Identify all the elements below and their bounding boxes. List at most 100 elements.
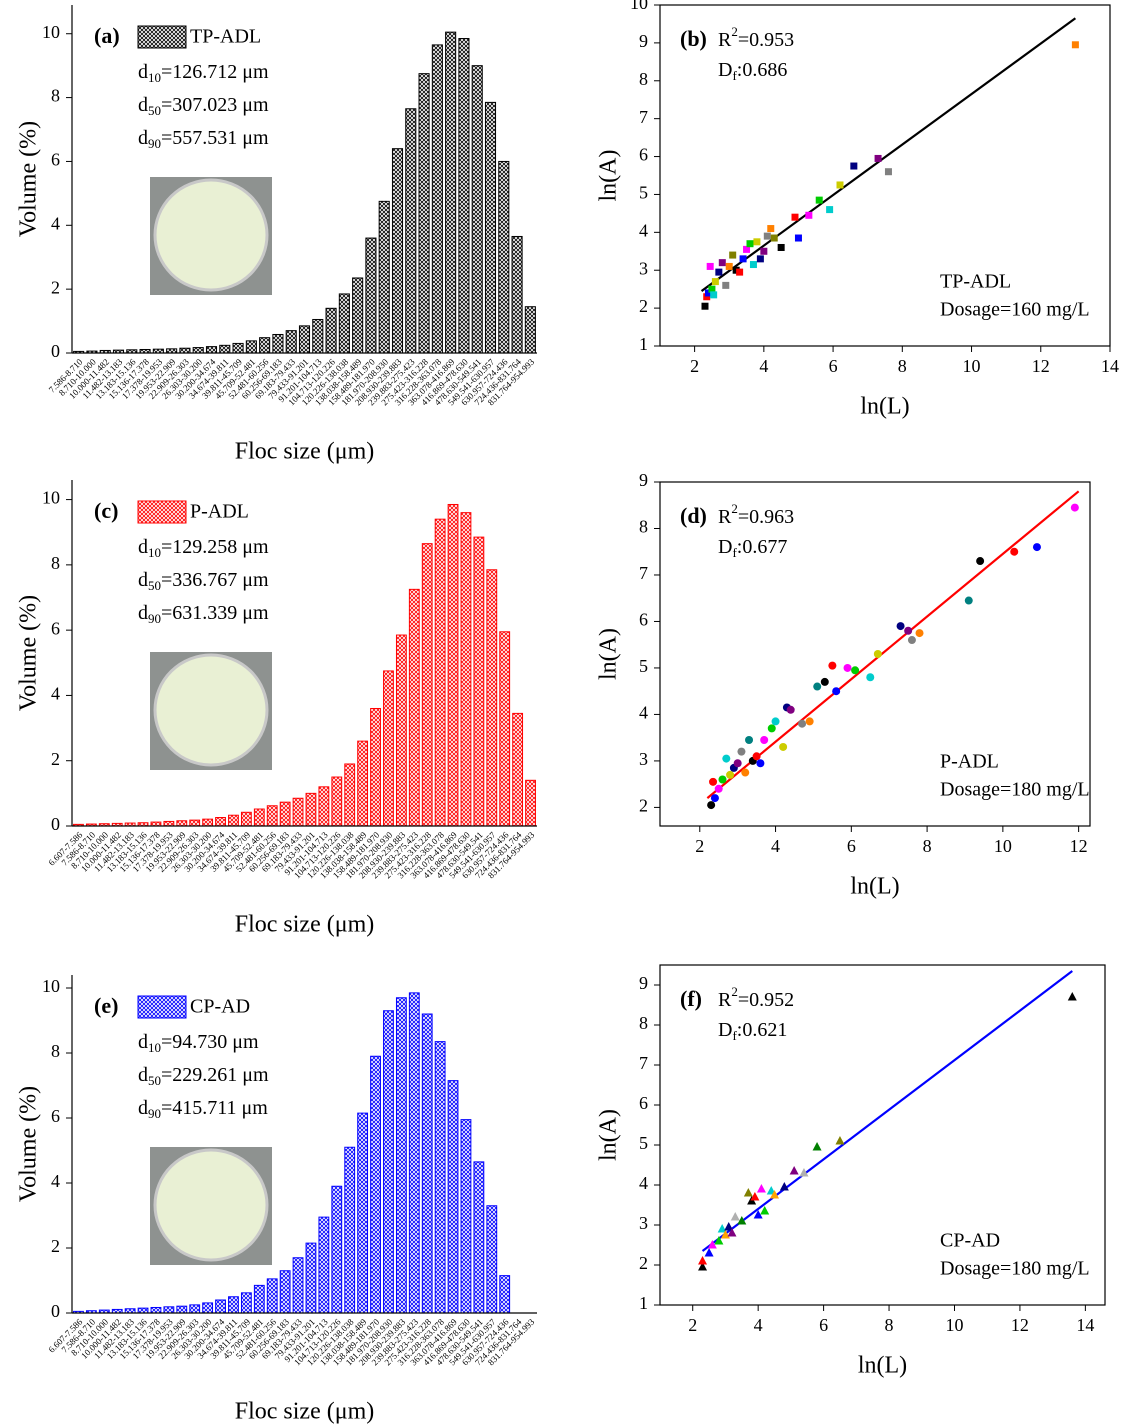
point <box>760 736 769 744</box>
bar <box>305 792 317 827</box>
legend-swatch <box>137 25 187 49</box>
bar <box>499 1275 511 1314</box>
bar <box>205 346 218 354</box>
y-tick-label: 0 <box>51 814 60 834</box>
y-tick-label: 6 <box>639 145 648 165</box>
point <box>710 794 719 803</box>
point <box>710 291 718 299</box>
stat-part: d <box>138 536 148 558</box>
r-squared-part: =0.953 <box>738 29 794 51</box>
point <box>798 719 807 728</box>
point <box>767 724 776 733</box>
bar <box>215 1299 226 1314</box>
point <box>791 213 799 221</box>
y-tick-label: 5 <box>639 656 648 676</box>
fractal-dimension-part: D <box>718 1019 732 1041</box>
bar <box>228 814 239 827</box>
x-tick-label: 12 <box>1011 1315 1029 1335</box>
point <box>1032 543 1041 552</box>
point <box>745 736 754 744</box>
bar <box>124 1308 136 1314</box>
bar <box>279 801 291 827</box>
stat-part: d <box>138 1064 148 1086</box>
bar <box>305 1242 317 1314</box>
stat-part: d <box>138 1097 148 1119</box>
bar <box>431 44 443 354</box>
panel-label: (b) <box>680 26 707 51</box>
bar <box>318 786 330 827</box>
y-tick-label: 3 <box>639 749 648 769</box>
bar <box>163 1306 175 1314</box>
point <box>805 211 813 219</box>
bar <box>434 1041 446 1314</box>
annotation: TP-ADL <box>940 271 1011 293</box>
bar <box>473 1161 485 1314</box>
fractal-dimension-part: f <box>732 545 737 560</box>
bar <box>266 1278 278 1314</box>
bar <box>447 503 459 827</box>
point <box>706 262 714 270</box>
x-tick-label: 8 <box>885 1315 894 1335</box>
bar <box>460 1119 472 1314</box>
stat-part: d <box>138 602 148 624</box>
bar <box>383 670 394 827</box>
y-axis-title: Volume (%) <box>16 1086 42 1202</box>
x-axis-title: ln(L) <box>850 874 899 900</box>
y-tick-label: 4 <box>51 213 60 233</box>
x-tick-label: 6 <box>819 1315 828 1335</box>
stat-part: =129.258 μm <box>161 536 269 558</box>
stat-part: 10 <box>148 1040 161 1055</box>
bar <box>240 1292 252 1314</box>
bar <box>163 820 175 827</box>
r-squared: R2=0.953 <box>718 24 794 51</box>
bar <box>176 820 188 827</box>
bar <box>471 65 483 354</box>
point <box>1010 547 1019 556</box>
y-tick-label: 4 <box>639 220 648 240</box>
fractal-dimension-part: D <box>718 59 732 81</box>
bar <box>418 73 430 354</box>
photo-dish <box>153 1148 269 1262</box>
bar <box>228 1296 239 1314</box>
point <box>771 717 780 726</box>
point <box>907 636 916 645</box>
point <box>701 302 709 310</box>
bar <box>189 1304 201 1314</box>
y-tick-label: 9 <box>639 973 648 993</box>
x-tick-label: 12 <box>1032 356 1050 376</box>
point <box>733 759 742 768</box>
bar <box>408 992 420 1314</box>
fractal-dimension-part: D <box>718 536 732 558</box>
stat: d50=336.767 μm <box>138 569 269 593</box>
point <box>850 162 858 170</box>
point <box>756 255 764 263</box>
point <box>799 1168 809 1177</box>
x-tick-label: 14 <box>1076 1315 1094 1335</box>
y-axis-title: ln(A) <box>596 628 622 680</box>
stat-part: d <box>138 94 148 116</box>
bar <box>445 31 457 354</box>
point <box>1071 41 1079 49</box>
bar <box>285 330 297 354</box>
bar <box>253 808 265 827</box>
fractal-dimension-part: f <box>732 1028 737 1043</box>
point <box>736 268 744 276</box>
bar <box>292 797 304 827</box>
point <box>703 293 711 301</box>
bar <box>512 712 524 827</box>
bar <box>383 1010 394 1314</box>
y-tick-label: 6 <box>639 1093 648 1113</box>
annotation: Dosage=180 mg/L <box>940 779 1090 801</box>
point <box>753 1210 763 1219</box>
y-tick-label: 2 <box>51 277 60 297</box>
bar <box>240 811 252 827</box>
point <box>786 705 795 714</box>
bar <box>458 38 470 354</box>
stat: d90=415.711 μm <box>138 1097 268 1121</box>
bar <box>344 763 356 827</box>
x-tick-label: 4 <box>754 1315 763 1335</box>
y-tick-label: 3 <box>639 1213 648 1233</box>
point <box>714 784 723 793</box>
bar <box>486 569 498 827</box>
point <box>851 666 860 675</box>
